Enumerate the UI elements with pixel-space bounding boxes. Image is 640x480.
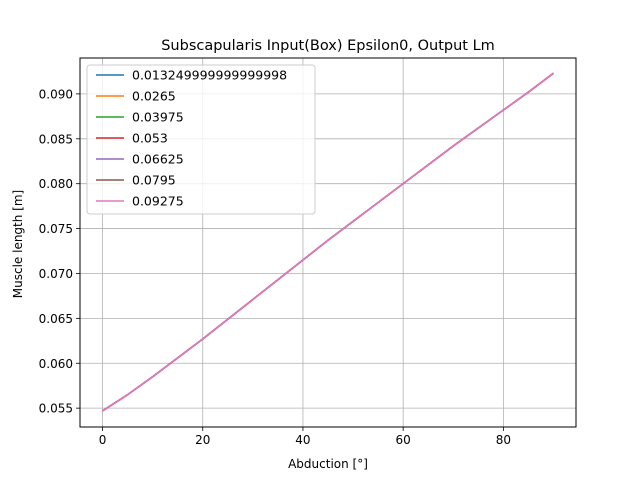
legend: 0.013249999999999998 0.0265 0.03975 0.053 0.…	[86, 64, 316, 215]
x-axis-label: Abduction [°]	[288, 457, 368, 471]
x-tick-label: 60	[396, 433, 411, 447]
chart-title: Subscapularis Input(Box) Epsilon0, Outpu…	[161, 38, 495, 54]
y-tick-label: 0.080	[39, 177, 73, 191]
x-tick-label: 0	[99, 433, 107, 447]
y-tick-label: 0.060	[39, 357, 73, 371]
y-tick-label: 0.055	[39, 402, 73, 416]
y-tick-label: 0.085	[39, 132, 73, 146]
y-tick-label: 0.065	[39, 312, 73, 326]
y-axis-label: Muscle length [m]	[11, 190, 25, 298]
legend-label: 0.03975	[132, 110, 184, 125]
legend-label: 0.09275	[132, 194, 184, 209]
y-tick-label: 0.070	[39, 267, 73, 281]
series-line-7	[102, 72, 554, 412]
y-tick-label: 0.090	[39, 87, 73, 101]
x-tick-label: 40	[295, 433, 310, 447]
legend-label: 0.053	[132, 131, 168, 146]
legend-label: 0.013249999999999998	[132, 68, 287, 83]
legend-label: 0.0265	[132, 89, 176, 104]
plot-frame	[79, 57, 577, 428]
legend-label: 0.0795	[132, 173, 176, 188]
x-tick-label: 20	[195, 433, 210, 447]
y-tick-label: 0.075	[39, 222, 73, 236]
series-layer	[102, 72, 554, 412]
x-tick-label: 80	[496, 433, 511, 447]
legend-label: 0.06625	[132, 152, 184, 167]
tick-layer: 0 20 40 60 80 0.055 0.060 0.065 0.070 0.075 0.080 0…	[39, 87, 511, 447]
legend-box	[86, 64, 316, 215]
